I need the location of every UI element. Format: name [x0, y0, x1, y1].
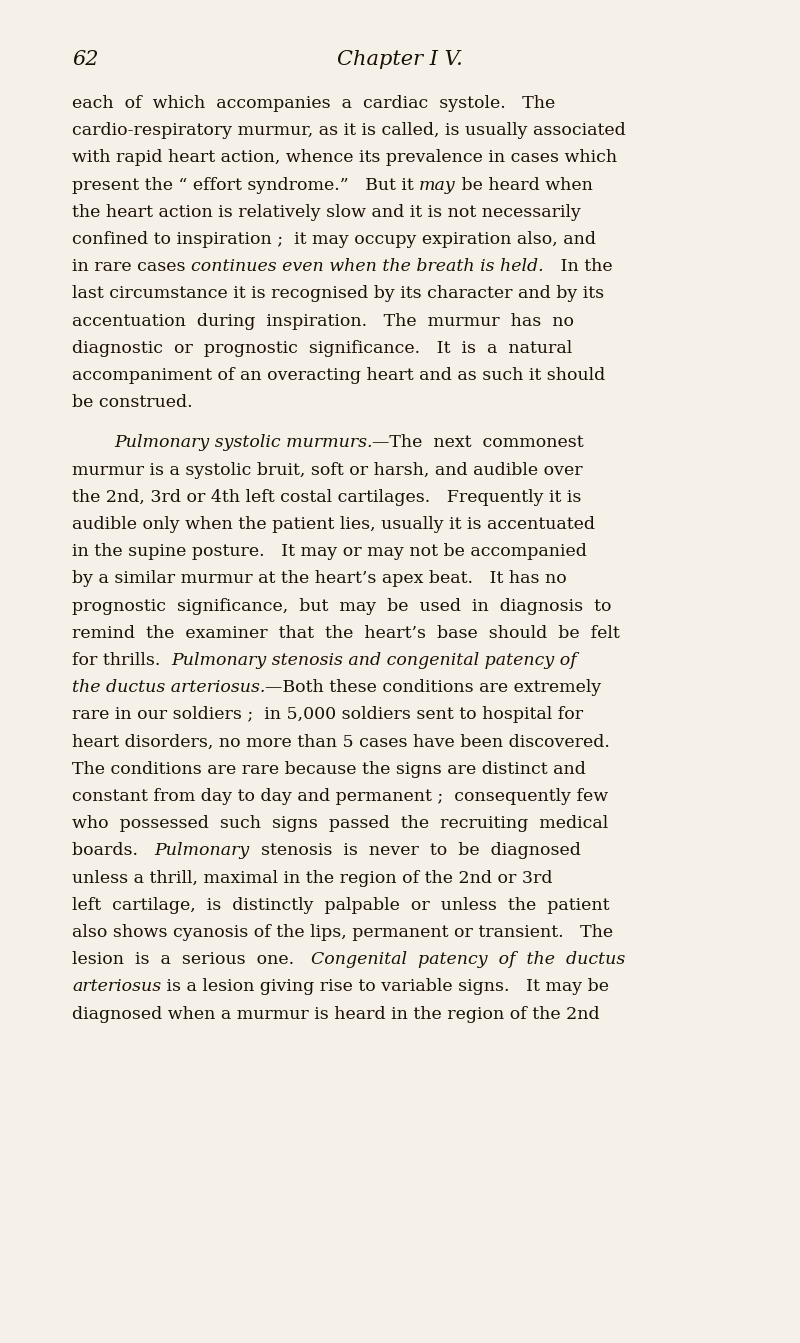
Text: audible only when the patient lies, usually it is accentuated: audible only when the patient lies, usua… — [72, 516, 595, 533]
Text: Pulmonary stenosis and congenital patency of: Pulmonary stenosis and congenital patenc… — [171, 651, 577, 669]
Text: present the “ effort syndrome.”   But it: present the “ effort syndrome.” But it — [72, 176, 419, 193]
Text: The conditions are rare because the signs are distinct and: The conditions are rare because the sign… — [72, 760, 586, 778]
Text: also shows cyanosis of the lips, permanent or transient.   The: also shows cyanosis of the lips, permane… — [72, 924, 613, 941]
Text: for thrills.: for thrills. — [72, 651, 171, 669]
Text: boards.: boards. — [72, 842, 154, 860]
Text: lesion  is  a  serious  one.: lesion is a serious one. — [72, 951, 310, 968]
Text: be construed.: be construed. — [72, 395, 193, 411]
Text: diagnostic  or  prognostic  significance.   It  is  a  natural: diagnostic or prognostic significance. I… — [72, 340, 572, 357]
Text: who  possessed  such  signs  passed  the  recruiting  medical: who possessed such signs passed the recr… — [72, 815, 608, 833]
Text: unless a thrill, maximal in the region of the 2nd or 3rd: unless a thrill, maximal in the region o… — [72, 870, 553, 886]
Text: 62: 62 — [72, 50, 98, 68]
Text: In the: In the — [544, 258, 612, 275]
Text: the ductus arteriosus.: the ductus arteriosus. — [72, 680, 266, 696]
Text: continues even when the breath is held.: continues even when the breath is held. — [191, 258, 544, 275]
Text: be heard when: be heard when — [456, 176, 593, 193]
Text: last circumstance it is recognised by its character and by its: last circumstance it is recognised by it… — [72, 286, 604, 302]
Text: stenosis  is  never  to  be  diagnosed: stenosis is never to be diagnosed — [250, 842, 581, 860]
Text: may: may — [419, 176, 456, 193]
Text: the heart action is relatively slow and it is not necessarily: the heart action is relatively slow and … — [72, 204, 581, 220]
Text: by a similar murmur at the heart’s apex beat.   It has no: by a similar murmur at the heart’s apex … — [72, 571, 566, 587]
Text: Pulmonary: Pulmonary — [154, 842, 250, 860]
Text: cardio-respiratory murmur, as it is called, is usually associated: cardio-respiratory murmur, as it is call… — [72, 122, 626, 140]
Text: rare in our soldiers ;  in 5,000 soldiers sent to hospital for: rare in our soldiers ; in 5,000 soldiers… — [72, 706, 583, 724]
Text: Pulmonary systolic murmurs.: Pulmonary systolic murmurs. — [114, 434, 373, 451]
Text: left  cartilage,  is  distinctly  palpable  or  unless  the  patient: left cartilage, is distinctly palpable o… — [72, 897, 610, 913]
Text: —Both these conditions are extremely: —Both these conditions are extremely — [266, 680, 602, 696]
Text: arteriosus: arteriosus — [72, 979, 161, 995]
Text: is a lesion giving rise to variable signs.   It may be: is a lesion giving rise to variable sign… — [161, 979, 609, 995]
Text: diagnosed when a murmur is heard in the region of the 2nd: diagnosed when a murmur is heard in the … — [72, 1006, 600, 1022]
Text: the 2nd, 3rd or 4th left costal cartilages.   Frequently it is: the 2nd, 3rd or 4th left costal cartilag… — [72, 489, 582, 506]
Text: in the supine posture.   It may or may not be accompanied: in the supine posture. It may or may not… — [72, 543, 587, 560]
Text: murmur is a systolic bruit, soft or harsh, and audible over: murmur is a systolic bruit, soft or hars… — [72, 462, 582, 478]
Text: with rapid heart action, whence its prevalence in cases which: with rapid heart action, whence its prev… — [72, 149, 617, 167]
Text: prognostic  significance,  but  may  be  used  in  diagnosis  to: prognostic significance, but may be used… — [72, 598, 611, 615]
Text: remind  the  examiner  that  the  heart’s  base  should  be  felt: remind the examiner that the heart’s bas… — [72, 624, 620, 642]
Text: heart disorders, no more than 5 cases have been discovered.: heart disorders, no more than 5 cases ha… — [72, 733, 610, 751]
Text: Chapter I V.: Chapter I V. — [337, 50, 463, 68]
Text: —The  next  commonest: —The next commonest — [373, 434, 584, 451]
Text: accompaniment of an overacting heart and as such it should: accompaniment of an overacting heart and… — [72, 367, 606, 384]
Text: in rare cases: in rare cases — [72, 258, 191, 275]
Text: constant from day to day and permanent ;  consequently few: constant from day to day and permanent ;… — [72, 788, 608, 804]
Text: each  of  which  accompanies  a  cardiac  systole.   The: each of which accompanies a cardiac syst… — [72, 95, 555, 111]
Text: confined to inspiration ;  it may occupy expiration also, and: confined to inspiration ; it may occupy … — [72, 231, 596, 248]
Text: Congenital  patency  of  the  ductus: Congenital patency of the ductus — [310, 951, 625, 968]
Text: accentuation  during  inspiration.   The  murmur  has  no: accentuation during inspiration. The mur… — [72, 313, 574, 329]
